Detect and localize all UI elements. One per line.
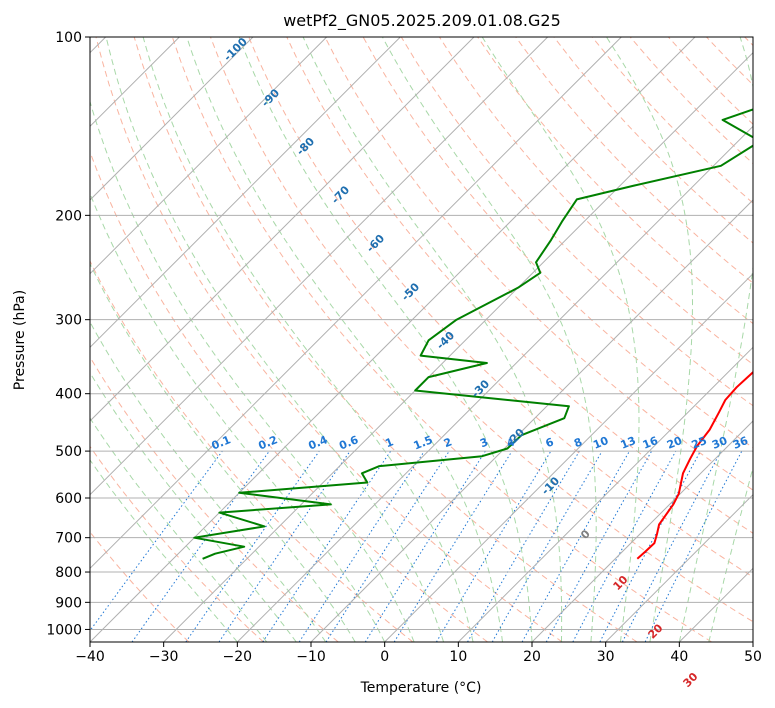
y-tick-label: 400 [55, 387, 82, 403]
mixing-ratio-line [90, 450, 223, 632]
x-tick-label: −20 [223, 649, 253, 665]
axis-layer: −40 −30 −20 −10 0 10 20 30 40 50 100 200 300 400 500 60… [46, 30, 762, 665]
plot-area-background [90, 37, 753, 642]
dry-adiabat [133, 37, 638, 642]
isotherm-gridline [90, 37, 328, 275]
y-axis-label: Pressure (hPa) [12, 290, 28, 390]
x-tick-label: 10 [449, 649, 467, 665]
moist-adiabat [186, 37, 503, 642]
dry-adiabat [515, 37, 753, 284]
x-tick-label: 20 [523, 649, 541, 665]
moist-adiabat [90, 459, 238, 642]
mixing-ratio-line [262, 450, 392, 642]
moist-adiabat [381, 37, 597, 642]
mixing-ratio-line [298, 450, 425, 642]
mixing-ratio-line [644, 450, 743, 642]
y-tick-label: 500 [55, 444, 82, 460]
mixing-ratio-line [185, 450, 320, 642]
x-tick-label: −40 [75, 649, 105, 665]
x-tick-label: 0 [380, 649, 389, 665]
grid-layer [90, 37, 753, 642]
isotherm-gridline [457, 346, 753, 642]
moist-adiabat [678, 37, 753, 642]
mixing-ratio-line [572, 450, 677, 642]
mixing-ratio-label: 2 [442, 435, 454, 450]
mixing-ratio-line [545, 450, 653, 642]
isotherm-gridline [163, 51, 753, 642]
chart-title: wetPf2_GN05.2025.209.01.08.G25 [283, 11, 561, 31]
isotherm-gridline [90, 37, 549, 496]
y-tick-label: 300 [55, 313, 82, 329]
mixing-ratio-label: 20 [665, 434, 684, 452]
x-tick-label: 40 [670, 649, 688, 665]
temperature-profile-line [636, 370, 753, 560]
y-tick-label: 200 [55, 208, 82, 224]
moist-adiabat [90, 371, 297, 642]
dry-adiabat [95, 37, 563, 642]
dry-adiabat [324, 37, 753, 491]
moist-adiabat [708, 465, 753, 642]
mixing-ratio-label: 16 [641, 434, 660, 452]
x-tick-label: 50 [744, 649, 762, 665]
isotherm-gridline [531, 420, 753, 642]
isotherm-gridline [90, 37, 254, 201]
mixing-ratio-label: 30 [710, 434, 729, 452]
mixing-ratio-label: 1 [383, 435, 395, 450]
x-axis-label: Temperature (°C) [360, 680, 482, 696]
mixing-ratio-label: 25 [690, 434, 709, 452]
isotherm-gridline [310, 199, 753, 642]
isotherm-gridline [384, 272, 753, 642]
moist-adiabat [606, 37, 693, 642]
moist-adiabat [302, 37, 563, 642]
dry-adiabat [90, 259, 414, 642]
data-layer [193, 108, 753, 560]
mixing-ratio-label: 3 [478, 435, 490, 450]
moist-adiabat [90, 417, 268, 642]
isotherm-gridline [90, 37, 475, 422]
moist-adiabat [90, 262, 356, 642]
y-tick-label: 700 [55, 531, 82, 547]
mixing-ratio-line [325, 450, 450, 642]
moist-adiabat [105, 37, 445, 642]
dry-adiabat [286, 37, 753, 534]
isotherm-gridline [752, 641, 753, 642]
y-tick-label: 600 [55, 491, 82, 507]
isotherm-label: 30 [681, 670, 701, 690]
moist-adiabat [481, 37, 640, 642]
moist-adiabat [90, 321, 327, 642]
y-tick-label: 800 [55, 565, 82, 581]
x-tick-label: 30 [597, 649, 615, 665]
x-tick-label: −30 [149, 649, 179, 665]
mixing-ratio-label: 10 [591, 434, 610, 452]
mixing-ratio-label: 36 [731, 434, 750, 452]
dry-adiabat [248, 37, 753, 578]
moist-adiabat [90, 192, 386, 642]
mixing-ratio-label: 8 [572, 435, 584, 450]
dry-adiabat [90, 445, 264, 642]
isotherm-gridline [605, 493, 753, 642]
mixing-ratio-line [218, 450, 351, 642]
mixing-ratio-line [131, 450, 270, 642]
dry-adiabat [210, 37, 753, 623]
dewpoint-profile-line [193, 108, 753, 560]
isotherm-gridline [90, 37, 401, 349]
moist-adiabat [238, 37, 533, 642]
isotherm-gridline [90, 37, 696, 642]
y-tick-label: 900 [55, 595, 82, 611]
moist-adiabat [142, 37, 474, 642]
y-tick-label: 1000 [46, 622, 82, 638]
y-tick-label: 100 [55, 30, 82, 46]
dry-adiabat [90, 356, 339, 642]
mixing-ratio-label: 13 [619, 434, 638, 452]
x-tick-label: −10 [296, 649, 326, 665]
isotherm-gridline [236, 125, 753, 642]
dry-adiabat [171, 37, 712, 642]
isotherm-gridline [90, 37, 622, 570]
mixing-ratio-line [521, 450, 630, 642]
mixing-ratio-line [393, 450, 513, 642]
plot-frame [89, 36, 754, 643]
